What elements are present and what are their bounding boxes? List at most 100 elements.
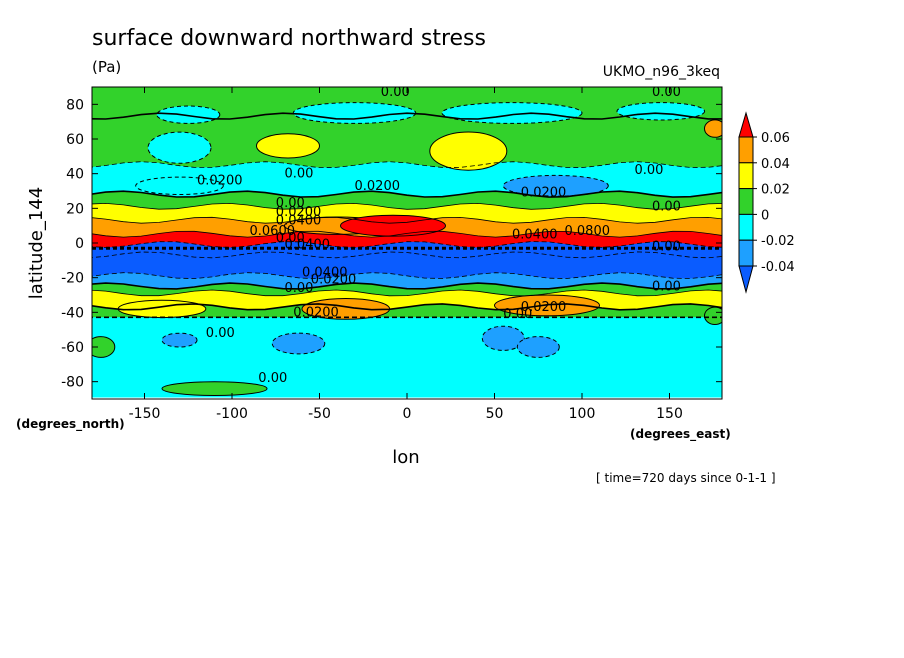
contour-label: 0.00: [276, 196, 305, 211]
contour-label: 0.00: [381, 85, 410, 100]
contour-label: 0.00: [652, 240, 681, 255]
contour-label: 0.0200: [521, 186, 567, 201]
contour-line: [92, 251, 722, 259]
contour-label: 0.0400: [285, 238, 331, 253]
contour-label: 0.00: [285, 281, 314, 296]
contour-line: [92, 289, 722, 297]
colorbar-swatch: [738, 239, 754, 267]
y-tick-label: -40: [61, 305, 84, 321]
contour-region: [161, 381, 268, 397]
contour-region: [147, 131, 212, 164]
y-axis-label: latitude_144: [26, 187, 47, 299]
colorbar-swatch: [738, 265, 754, 294]
contour-label: 0.00: [652, 279, 681, 294]
contour-line: [92, 161, 722, 168]
contour-line: [92, 282, 722, 290]
chart-title: surface downward northward stress: [92, 26, 486, 51]
contour-label: 0.0200: [276, 205, 322, 220]
colorbar-swatch: [738, 162, 754, 190]
contour-lines: [92, 112, 722, 319]
chart-units: (Pa): [92, 58, 121, 76]
contour-label: 0.0800: [565, 224, 611, 239]
contour-band: [92, 317, 722, 398]
y-tick-label: -20: [61, 271, 84, 287]
contour-band: [92, 113, 722, 172]
contour-line: [92, 272, 722, 280]
contour-region: [481, 325, 525, 351]
x-tick-label: 150: [656, 406, 683, 422]
contour-region: [156, 105, 221, 124]
y-axis-units: (degrees_north): [16, 417, 125, 432]
colorbar-swatch: [738, 136, 754, 164]
contour-label: 0.0200: [293, 305, 339, 320]
contour-label: 0.00: [258, 371, 287, 386]
time-note: [ time=720 days since 0-1-1 ]: [596, 471, 776, 485]
contour-label: 0.00: [276, 231, 305, 246]
contour-region: [92, 336, 116, 358]
contour-label: 0.0200: [197, 174, 243, 189]
y-tick-label: 60: [66, 132, 84, 148]
x-axis-label: lon: [392, 447, 419, 468]
colorbar: 0.06 0.04 0.02 0 -0.02 -0.04: [738, 111, 795, 294]
contour-region: [340, 214, 446, 237]
contour-region: [704, 119, 722, 138]
colorbar-swatch: [738, 213, 754, 241]
x-axis: -150 -100 -50 0 50 100 150: [129, 87, 683, 422]
y-axis: 80 60 40 20 0 -20 -40 -60 -80: [61, 97, 722, 391]
contour-label: 0.0400: [276, 214, 322, 229]
contour-line: [92, 190, 722, 198]
colorbar-swatch: [738, 188, 754, 215]
contour-line: [92, 230, 722, 238]
contour-label: 0.00: [652, 85, 681, 100]
contour-region: [271, 332, 326, 355]
contour-region: [516, 336, 560, 358]
contour-region: [429, 131, 508, 171]
contour-label: 0.0200: [355, 179, 401, 194]
contour-label: 0.0200: [311, 272, 357, 287]
contour-line: [92, 112, 722, 120]
y-tick-label: 20: [66, 201, 84, 217]
colorbar-label: -0.02: [761, 234, 795, 249]
contour-region: [502, 174, 609, 197]
contour-label: 0.0200: [521, 300, 567, 315]
contour-labels: 0.00 0.000.0200 0.000.0200 0.02000.000.000.…: [197, 85, 681, 386]
x-axis-units: (degrees_east): [630, 427, 731, 442]
contour-region: [135, 176, 224, 196]
contour-line: [92, 241, 722, 248]
contour-label: 0.0400: [512, 227, 558, 242]
contour-label: 0.00: [285, 167, 314, 182]
contour-line: [92, 303, 722, 311]
contour-region: [441, 102, 583, 124]
colorbar-label: 0.06: [761, 131, 790, 146]
contour-label: 0.00: [206, 326, 235, 341]
contour-label: 0.00: [652, 200, 681, 215]
contour-region: [256, 133, 320, 159]
colorbar-label: 0: [761, 208, 769, 223]
y-tick-label: 40: [66, 167, 84, 183]
x-tick-label: 100: [569, 406, 596, 422]
colorbar-label: -0.04: [761, 260, 795, 275]
colorbar-swatch: [738, 111, 754, 138]
contour-label: 0.00: [635, 163, 664, 178]
contour-label: 0.0400: [302, 266, 348, 281]
contour-line: [92, 202, 722, 210]
y-tick-label: -60: [61, 340, 84, 356]
contour-region: [161, 332, 198, 348]
y-tick-label: -80: [61, 375, 84, 391]
contour-line: [92, 216, 722, 224]
x-tick-label: -50: [308, 406, 331, 422]
model-name: UKMO_n96_3keq: [603, 64, 720, 80]
x-tick-label: 0: [403, 406, 412, 422]
contour-label: 0.0600: [250, 224, 296, 239]
contour-label: 0.00: [503, 307, 532, 322]
y-tick-label: 0: [75, 236, 84, 252]
colorbar-label: 0.04: [761, 157, 790, 172]
y-tick-label: 80: [66, 97, 84, 113]
x-tick-label: 50: [486, 406, 504, 422]
contour-region: [292, 102, 417, 124]
x-tick-label: -150: [129, 406, 161, 422]
plot-area: [92, 87, 722, 398]
colorbar-label: 0.02: [761, 183, 790, 198]
